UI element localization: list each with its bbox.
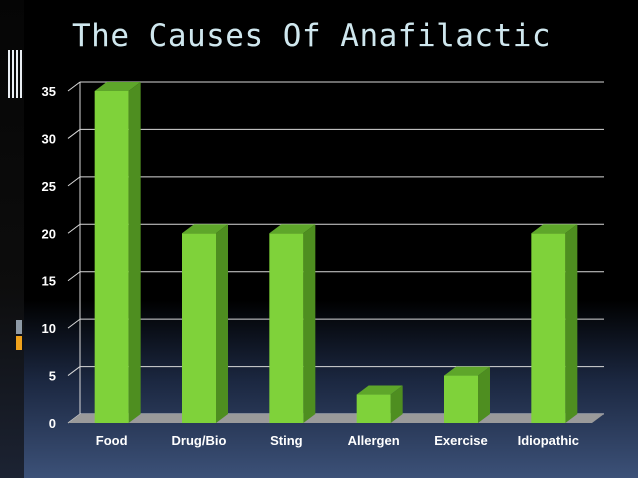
y-tick-label: 25	[42, 179, 56, 194]
chart-floor	[68, 414, 604, 423]
bar-front	[94, 91, 129, 423]
bar-side	[216, 224, 228, 423]
bars-layer	[94, 82, 578, 423]
orange-square-icon	[16, 336, 22, 350]
bar-top	[269, 224, 316, 234]
x-category-label: Exercise	[434, 433, 488, 448]
bar-front	[182, 233, 216, 423]
bar-front	[444, 375, 478, 423]
gridline-side	[67, 318, 81, 329]
bar-top	[182, 224, 228, 234]
labels-layer: 0 5 10 15 20 25 30 35 Food Drug/Bio Sting Allergen E…	[42, 84, 579, 448]
gray-square-icon	[16, 320, 22, 334]
gridline-side	[67, 271, 81, 282]
bar	[94, 82, 141, 423]
decor-lines-icon	[8, 50, 24, 98]
bar-side	[478, 366, 490, 423]
x-category-label: Allergen	[348, 433, 400, 448]
y-tick-label: 10	[42, 321, 56, 336]
bar-front	[356, 394, 391, 423]
bar-top	[94, 82, 141, 91]
gridline-side	[67, 81, 81, 92]
bar	[269, 224, 316, 423]
y-tick-label: 5	[49, 369, 56, 384]
x-category-label: Food	[96, 433, 128, 448]
bar	[182, 224, 228, 423]
gridline-side	[67, 366, 81, 376]
bar-side	[565, 224, 578, 423]
y-tick-label: 30	[42, 131, 56, 146]
y-tick-label: 20	[42, 226, 56, 241]
bar-top	[444, 366, 490, 376]
bar	[444, 366, 490, 423]
bar	[531, 224, 578, 423]
bar-top	[356, 385, 403, 395]
bar-side	[303, 224, 316, 423]
x-category-label: Drug/Bio	[172, 433, 227, 448]
y-tick-label: 15	[42, 274, 56, 289]
x-category-label: Idiopathic	[518, 433, 579, 448]
gridline-side	[67, 176, 81, 187]
slide-title: The Causes Of Anafilactic	[72, 18, 552, 54]
bar	[356, 385, 403, 423]
x-category-label: Sting	[270, 433, 303, 448]
y-tick-label: 0	[49, 416, 56, 431]
gridline-side	[67, 223, 81, 234]
bar-front	[269, 233, 304, 423]
bar-front	[531, 233, 566, 423]
bar-side	[390, 385, 403, 423]
y-tick-label: 35	[42, 84, 56, 99]
gridline-side	[67, 129, 81, 139]
grid-layer	[67, 81, 604, 424]
bar-side	[128, 82, 141, 423]
bar-top	[531, 224, 578, 234]
